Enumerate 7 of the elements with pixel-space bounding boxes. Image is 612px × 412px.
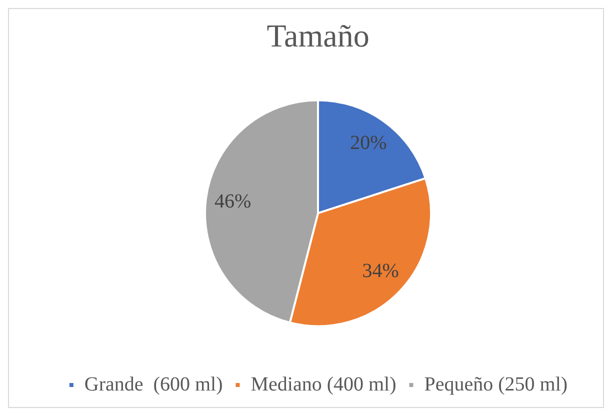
legend-label: Grande (600 ml) [84,373,223,396]
chart-title: Tamaño [266,18,370,54]
data-label: 46% [214,190,252,213]
data-label: 34% [362,260,399,282]
data-label: 20% [350,132,387,154]
legend-label: Pequeño (250 ml) [424,373,568,396]
legend-label: Mediano (400 ml) [250,373,396,396]
